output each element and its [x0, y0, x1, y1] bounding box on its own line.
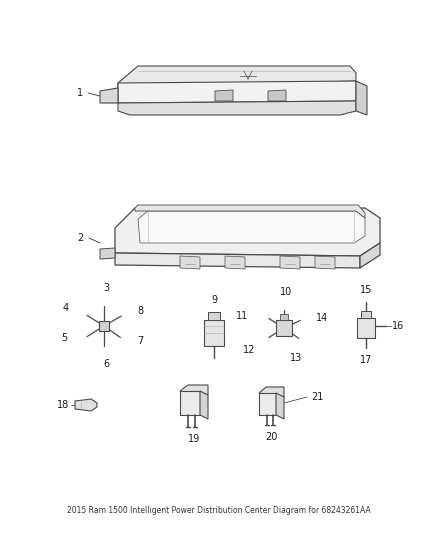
Polygon shape: [315, 256, 335, 269]
Polygon shape: [75, 399, 97, 411]
Text: 20: 20: [265, 432, 277, 442]
Text: 3: 3: [103, 283, 109, 293]
Text: 5: 5: [61, 333, 67, 343]
Text: 8: 8: [137, 306, 143, 316]
Text: 14: 14: [316, 313, 328, 323]
Text: 2015 Ram 1500 Intelligent Power Distribution Center Diagram for 68243261AA: 2015 Ram 1500 Intelligent Power Distribu…: [67, 506, 371, 515]
Polygon shape: [118, 66, 356, 88]
Text: 4: 4: [63, 303, 69, 313]
Polygon shape: [215, 90, 233, 101]
Polygon shape: [360, 243, 380, 268]
Polygon shape: [115, 253, 360, 268]
Text: 6: 6: [103, 359, 109, 369]
Polygon shape: [208, 312, 220, 320]
Text: 7: 7: [137, 336, 143, 346]
Polygon shape: [99, 321, 109, 331]
Text: 9: 9: [211, 295, 217, 305]
Polygon shape: [100, 248, 115, 259]
Text: 12: 12: [243, 345, 255, 355]
Text: 11: 11: [236, 311, 248, 321]
Polygon shape: [204, 320, 224, 346]
Text: 15: 15: [360, 285, 372, 295]
Polygon shape: [361, 311, 371, 318]
Polygon shape: [268, 90, 286, 101]
Polygon shape: [276, 393, 284, 419]
Polygon shape: [118, 101, 356, 115]
Polygon shape: [135, 205, 365, 218]
Polygon shape: [225, 256, 245, 269]
Polygon shape: [180, 391, 200, 415]
Polygon shape: [356, 81, 367, 115]
Text: 18: 18: [57, 400, 69, 410]
Polygon shape: [138, 211, 365, 243]
Polygon shape: [357, 318, 375, 338]
Polygon shape: [280, 314, 288, 320]
Text: 19: 19: [188, 434, 200, 444]
Text: 2: 2: [77, 233, 83, 243]
Polygon shape: [200, 391, 208, 419]
Polygon shape: [118, 81, 356, 103]
Polygon shape: [180, 385, 208, 395]
Polygon shape: [259, 393, 276, 415]
Polygon shape: [259, 387, 284, 397]
Polygon shape: [276, 320, 292, 336]
Polygon shape: [100, 88, 118, 103]
Text: 10: 10: [280, 287, 292, 297]
Polygon shape: [280, 256, 300, 269]
Polygon shape: [180, 256, 200, 269]
Text: 1: 1: [77, 88, 83, 98]
Text: 16: 16: [392, 321, 404, 331]
Polygon shape: [115, 208, 380, 256]
Text: 13: 13: [290, 353, 302, 363]
Text: 17: 17: [360, 355, 372, 365]
Text: 21: 21: [311, 392, 323, 402]
